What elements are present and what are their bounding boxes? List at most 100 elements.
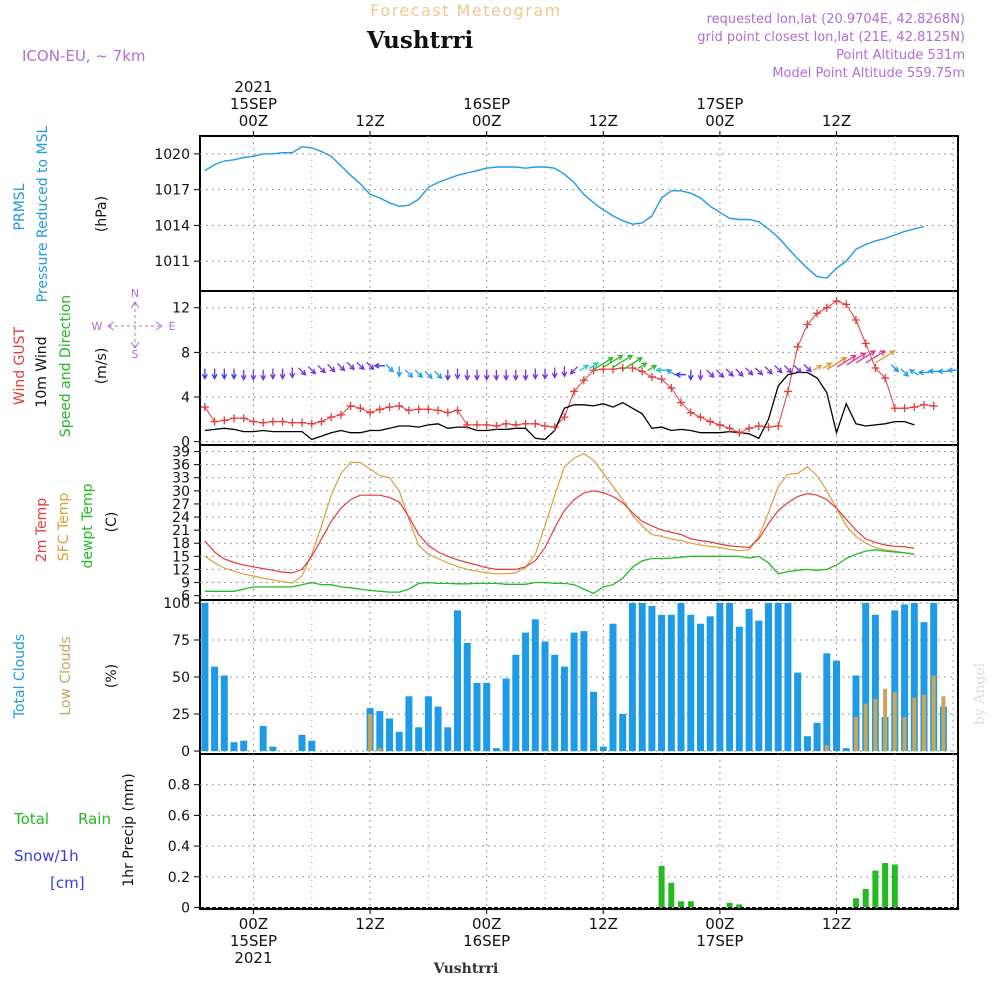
temp-unit: (C) (104, 512, 120, 533)
wind-gust-marker (861, 339, 870, 348)
top-axis-label: 12Z (355, 112, 384, 130)
grid-point-coords: grid point closest lon,lat (21E, 42.8125… (697, 30, 965, 45)
wind-gust-marker (929, 401, 938, 410)
wind-gust-marker (366, 408, 375, 417)
wind-direction-arrow (735, 368, 744, 377)
total-rain-label-total: Total (13, 810, 49, 828)
wind-gust-marker (278, 417, 287, 426)
total-clouds-bar (697, 623, 704, 751)
wind-direction-arrow (512, 369, 519, 382)
wind-gust-marker (210, 417, 219, 426)
total-clouds-bar (920, 622, 928, 751)
pressure-ytick-label: 1020 (154, 147, 190, 163)
wind-direction-arrow (946, 367, 959, 374)
credit-watermark: by Angel (972, 662, 988, 725)
precip-ytick-label: 0.6 (168, 808, 190, 824)
total-clouds-bar (492, 748, 500, 752)
wind-gust-marker (570, 387, 579, 396)
total-clouds-bar (590, 691, 598, 751)
wind-gust-marker (783, 387, 792, 396)
footer-location: Vushtrri (433, 961, 499, 977)
bottom-axis-label: 00Z (239, 915, 268, 933)
low-clouds-bar (873, 699, 878, 751)
wind-gust-marker (774, 422, 783, 431)
wind-gust-marker (919, 400, 928, 409)
rain-bar (862, 889, 869, 908)
precip-ytick-label: 0.8 (168, 778, 190, 794)
total-clouds-bar (716, 603, 724, 752)
low-clouds-bar (892, 691, 897, 751)
wind-direction-arrow (396, 366, 403, 378)
wind-direction-arrow (424, 370, 433, 380)
wind-direction-arrow (464, 369, 471, 382)
wind-gust-marker (268, 417, 277, 426)
low-clouds-bar (368, 714, 373, 751)
wind-direction-arrow (812, 364, 823, 372)
wind-gust-line (204, 300, 934, 434)
wind-direction-arrow (793, 365, 803, 374)
wind-gust-marker (560, 413, 569, 422)
wind-direction-arrow (373, 362, 385, 369)
total-clouds-bar (901, 604, 909, 751)
low-clouds-bar (854, 717, 858, 752)
wind-unit: (m/s) (94, 348, 110, 385)
low-clouds-bar (902, 717, 907, 752)
wind-gust-marker (346, 401, 355, 410)
rain-bar (872, 870, 879, 908)
wind-direction-arrow (908, 369, 919, 376)
wind-ytick-label: 4 (181, 390, 190, 406)
temp-ytick-label: 27 (172, 497, 190, 513)
total-clouds-bar (599, 746, 607, 751)
wind-gust-marker (317, 417, 326, 426)
wind-ytick-label: 12 (172, 301, 190, 317)
wind-direction-arrow (317, 365, 326, 374)
low-clouds-bar (377, 748, 382, 752)
low-clouds-bar (922, 694, 926, 752)
wind-gust-marker (842, 300, 851, 309)
wind-direction-arrow (890, 364, 900, 373)
compass-n: N (131, 287, 139, 300)
wind-gust-marker (851, 316, 860, 325)
wind-gust-marker (628, 364, 637, 372)
temp-ytick-label: 15 (172, 549, 190, 565)
wind-gust-marker (521, 419, 530, 428)
precip-panel: 0 0.2 0.4 0.6 0.8 (168, 753, 959, 916)
total-clouds-bar (823, 653, 831, 751)
wind-direction-arrow (346, 361, 356, 371)
total-clouds-bar (376, 711, 384, 752)
wind-gust-marker (550, 423, 559, 432)
wind-direction-arrow (414, 369, 424, 379)
wind-gust-marker (871, 364, 880, 372)
model-label: ICON-EU, ~ 7km (22, 47, 146, 65)
wind-direction-arrow (336, 362, 346, 372)
wind-direction-arrow (937, 368, 949, 375)
total-clouds-bar (473, 682, 481, 751)
wind-gust-marker (327, 413, 336, 422)
clouds-ytick-label: 25 (172, 707, 190, 723)
wind-direction-arrow (231, 368, 237, 380)
wind-direction-arrow (579, 364, 590, 372)
wind-direction-arrow (917, 369, 929, 376)
total-clouds-bar (658, 614, 666, 751)
low-clouds-bar (912, 697, 917, 751)
total-clouds-bar (522, 632, 530, 752)
compass-w: W (92, 320, 103, 333)
wind-gust-marker (453, 406, 462, 415)
wind-direction-arrow (674, 371, 686, 378)
total-clouds-bar (910, 603, 918, 752)
rain-bar (882, 863, 889, 908)
wind-gust-marker (259, 418, 268, 427)
wind-direction-arrow (260, 369, 267, 382)
wind-gust-marker (298, 418, 307, 427)
wind-direction-arrow (803, 364, 812, 373)
snow-label: Snow/1h (14, 847, 79, 865)
total-clouds-bar (531, 619, 539, 752)
pressure-ytick-label: 1011 (154, 254, 190, 270)
wind-gust-marker (822, 303, 831, 312)
total-clouds-bar (570, 632, 578, 752)
wind-direction-arrow (366, 361, 375, 371)
wind-gust-marker (706, 417, 715, 426)
bottom-axis-label: 12Z (589, 915, 618, 933)
total-clouds-bar (609, 623, 617, 751)
